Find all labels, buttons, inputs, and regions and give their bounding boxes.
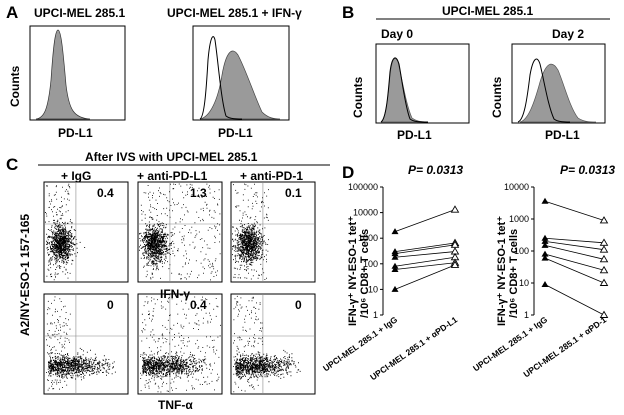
flow-plot-5 [137,293,223,395]
point-igg-4 [391,253,399,260]
pair-line-7 [544,284,605,316]
point-igg-7 [391,285,399,292]
panel-a-right-title: UPCI-MEL 285.1 + IFN-γ [167,6,302,20]
point-igg-1 [391,228,399,235]
pair-line-6 [394,262,456,270]
panel-d-letter: D [342,163,355,182]
point-treated-4 [599,254,609,263]
quadrant-value-r2c3: 0 [295,298,302,312]
panel-b-day0-label: Day 0 [381,27,414,41]
flow-plot-4 [43,293,129,395]
y-tick-label: 100000 [348,182,378,192]
point-igg-4 [541,241,549,248]
flow-plot-2 [137,181,223,283]
pair-line-3 [544,240,605,251]
quadrant-value-r1c2: 1.3 [190,186,207,200]
point-igg-7 [541,280,549,287]
panel-c-col-anti-pd1: + anti-PD-1 [240,169,304,183]
panel-a-left-xlabel: PD-L1 [58,126,93,140]
y-tick-label: 1 [524,310,529,320]
y-tick-label: 10 [368,284,378,294]
point-igg-6 [541,254,549,261]
y-tick-label: 1000 [358,233,378,243]
flow-scatter-layer [43,181,316,395]
point-igg-6 [391,265,399,272]
pair-line-4 [394,251,456,258]
quadrant-value-r2c2: 0.4 [190,298,207,312]
panel-b-title: UPCI-MEL 285.1 [442,4,534,18]
panel-a-right-xlabel: PD-L1 [218,126,253,140]
point-treated-7 [450,260,460,268]
y-tick-label: 10000 [353,208,378,218]
y-tick-label: 10000 [504,182,529,192]
panel-c-title: After IVS with UPCI-MEL 285.1 [85,150,258,164]
panel-b-left-xlabel: PD-L1 [397,128,432,142]
point-treated-7 [599,310,609,318]
y-tick-label: 1000 [509,214,529,224]
pair-line-4 [544,244,605,260]
point-treated-5 [599,265,609,274]
flow-plot-3 [230,181,316,283]
histogram-a-right [192,25,290,121]
panel-c-row1-xlabel: IFN-γ [160,287,190,301]
pair-line-2 [544,237,605,244]
quadrant-value-r1c3: 0.1 [285,186,302,200]
pair-line-1 [544,200,605,221]
panel-c-letter: C [6,155,19,174]
quadrant-value-r2c1: 0 [107,298,114,312]
panel-c-col-anti-pdl1: + anti-PD-L1 [137,169,208,183]
point-igg-3 [541,237,549,244]
panel-d-right-pvalue: P= 0.0313 [560,163,616,177]
point-igg-2 [541,234,549,241]
flow-plot-6 [230,293,316,395]
panel-c-row2-xlabel: TNF-α [158,398,193,412]
panel-d-left-pvalue: P= 0.0313 [408,163,464,177]
pair-line-6 [544,257,605,284]
point-igg-5 [541,250,549,257]
panel-c-col-igg: + IgG [61,169,92,183]
pair-line-5 [394,256,456,267]
point-treated-1 [599,216,609,224]
y-tick-label: 100 [363,259,378,269]
pair-line-3 [394,244,456,255]
point-treated-6 [599,278,609,286]
pair-line-7 [394,264,456,290]
y-tick-label: 100 [514,246,529,256]
point-treated-1 [450,205,460,213]
quadrant-value-r1c1: 0.4 [97,186,114,200]
panel-b-right-xlabel: PD-L1 [545,128,580,142]
point-igg-1 [541,197,549,204]
panel-b-letter: B [342,3,355,22]
panel-b-day2-label: Day 2 [552,27,585,41]
y-tick-label: 10 [519,278,529,288]
panel-a-left-title: UPCI-MEL 285.1 [34,6,126,20]
histogram-b-day2 [511,43,606,124]
pair-line-1 [394,209,456,233]
histogram-a-left [29,25,126,121]
flow-plot-1 [43,181,129,283]
pair-line-5 [544,253,605,271]
point-treated-3 [599,245,609,253]
pair-line-2 [394,242,456,252]
point-igg-5 [391,262,399,269]
panel-a-letter: A [6,3,19,22]
y-tick-label: 1 [373,310,378,320]
histogram-b-day0 [375,43,470,124]
point-igg-3 [391,250,399,257]
